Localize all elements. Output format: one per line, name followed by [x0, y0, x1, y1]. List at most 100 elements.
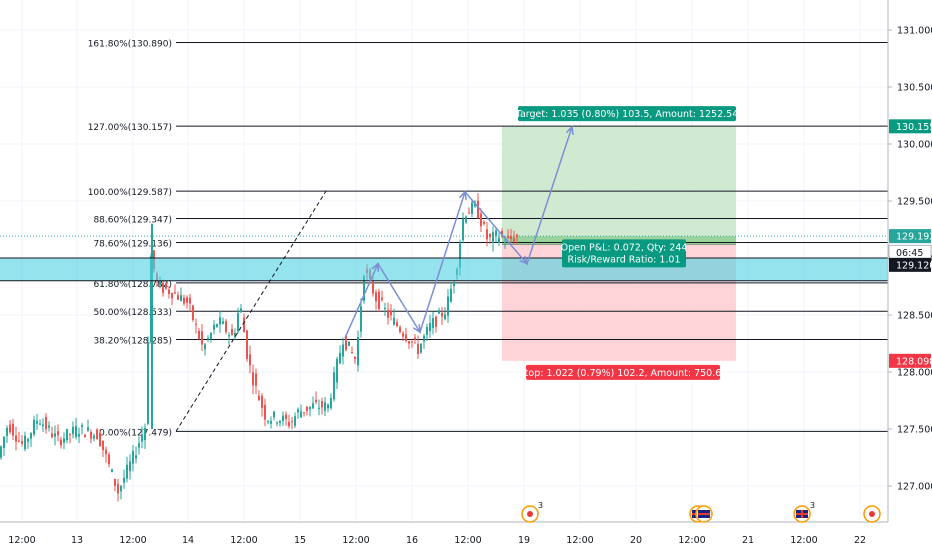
price-badge-label: 129.192	[896, 232, 932, 243]
projection-path[interactable]	[344, 126, 573, 339]
candle-body	[114, 478, 116, 486]
candle-body	[465, 216, 467, 223]
candle-body	[279, 420, 281, 423]
candle-body	[195, 323, 197, 325]
candle-body	[507, 235, 509, 238]
fib-level-label: 0.00%(127.479)	[99, 428, 172, 438]
price-tick-label: 129.500	[897, 197, 932, 208]
candle-body	[222, 321, 224, 324]
candle-body	[495, 230, 497, 236]
candle-body	[423, 335, 425, 342]
candle-body	[147, 342, 149, 424]
fib-level-label: 78.60%(129.136)	[93, 239, 172, 249]
time-tick-label: 22	[854, 535, 866, 546]
candle-body	[6, 427, 8, 436]
fib-level-label: 161.80%(130.890)	[88, 40, 172, 50]
candle-body	[459, 243, 461, 268]
fib-trend-line[interactable]	[175, 190, 327, 432]
candle-body	[159, 281, 161, 285]
candle-body	[435, 316, 437, 327]
time-tick-label: 12:00	[342, 535, 369, 546]
candle-body	[252, 372, 254, 386]
candle-body	[207, 338, 209, 340]
position-labels: Target: 1.035 (0.80%) 103.5, Amount: 125…	[515, 106, 738, 380]
support-zone-rect[interactable]	[0, 258, 888, 281]
japan-flag-icon[interactable]	[521, 505, 539, 523]
candle-body	[39, 423, 41, 425]
time-tick-label: 12:00	[790, 535, 817, 546]
candle-body	[9, 424, 11, 433]
candle-body	[33, 419, 35, 435]
candle-body	[240, 308, 242, 313]
candle-body	[324, 402, 326, 411]
japan-flag-icon[interactable]	[863, 505, 881, 523]
price-axis[interactable]: 131.000130.500130.000129.500129.000128.5…	[887, 0, 932, 550]
time-tick-label: 15	[294, 535, 306, 546]
candle-body	[165, 283, 167, 289]
candle-body	[261, 395, 263, 408]
candle-body	[3, 436, 5, 449]
candle-body	[348, 341, 350, 346]
candle-body	[399, 327, 401, 333]
candle-body	[192, 305, 194, 321]
candle-body	[330, 398, 332, 408]
drawings[interactable]	[175, 125, 574, 432]
open-pnl-label: Open P&L: 0.072, Qty: 244	[561, 242, 688, 253]
candle-body	[105, 449, 107, 455]
price-badge-label: 129.120	[896, 260, 932, 271]
candle-body	[168, 289, 170, 295]
candle-body	[312, 403, 314, 409]
candle-body	[99, 432, 101, 447]
candle-body	[51, 433, 53, 438]
projection-arrowhead	[565, 125, 574, 135]
candle-body	[276, 422, 278, 424]
price-badge-label: 06:45	[896, 248, 923, 259]
time-tick-label: 20	[630, 535, 642, 546]
time-tick-label: 12:00	[8, 535, 35, 546]
candle-body	[360, 306, 362, 332]
candles	[0, 193, 518, 502]
candle-body	[414, 337, 416, 340]
fib-level-label: 50.00%(128.533)	[93, 308, 172, 318]
candle-body	[450, 288, 452, 302]
fib-level-label: 88.60%(129.347)	[93, 215, 172, 225]
candle-body	[186, 297, 188, 303]
candle-body	[63, 438, 65, 443]
fib-level-label: 100.00%(129.587)	[88, 188, 172, 198]
candle-body	[432, 318, 434, 328]
candle-body	[255, 373, 257, 386]
time-axis[interactable]: 12:00 13 12:00 14 12:00 15 12:00 16 12:00 19 12:00…	[0, 521, 888, 550]
candle-body	[342, 344, 344, 357]
candle-body	[441, 312, 443, 317]
candle-body	[129, 461, 131, 472]
candle-body	[282, 415, 284, 422]
uk-flag-icon[interactable]	[793, 505, 811, 523]
candle-body	[243, 317, 245, 333]
fib-level-label: 61.80%(128.782)	[93, 280, 172, 290]
candle-body	[492, 232, 494, 243]
price-badge	[889, 353, 931, 368]
candle-body	[249, 354, 251, 366]
projection-arrowhead	[371, 262, 379, 272]
candle-body	[219, 317, 221, 325]
fibonacci-retracement[interactable]: 161.80%(130.890) 127.00%(130.157) 100.00%(…	[0, 40, 888, 439]
candle-body	[273, 411, 275, 418]
candle-body	[57, 431, 59, 436]
target-zone[interactable]	[502, 126, 736, 245]
candle-body	[210, 333, 212, 339]
candle-body	[285, 414, 287, 420]
candle-body	[102, 440, 104, 451]
candle-body	[198, 330, 200, 340]
candle-body	[60, 439, 62, 446]
candle-body	[264, 404, 266, 420]
support-zone[interactable]	[0, 257, 888, 282]
candle-body	[318, 407, 320, 409]
candle-body	[426, 327, 428, 335]
candle-body	[462, 219, 464, 241]
time-tick-label: 12:00	[454, 535, 481, 546]
candle-body	[48, 425, 50, 428]
candle-body	[510, 236, 512, 240]
